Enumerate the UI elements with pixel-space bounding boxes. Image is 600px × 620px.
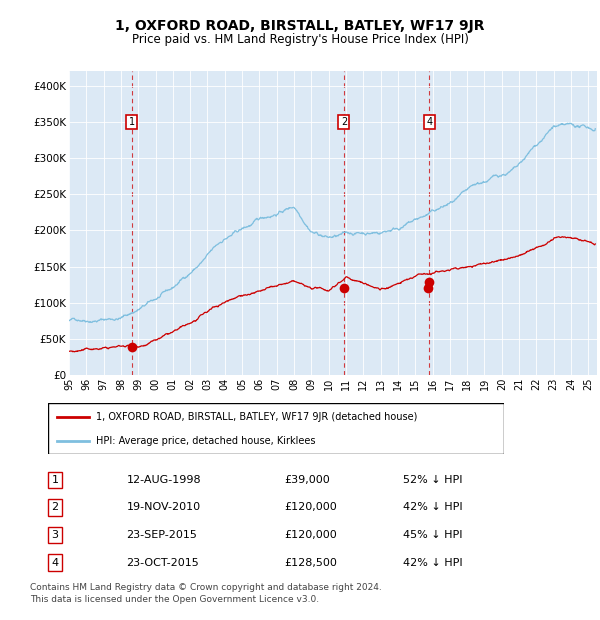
Text: 3: 3 <box>52 530 58 540</box>
Text: £120,000: £120,000 <box>284 502 337 512</box>
Text: 4: 4 <box>51 558 58 568</box>
Text: 1: 1 <box>52 475 58 485</box>
Text: £120,000: £120,000 <box>284 530 337 540</box>
Text: 42% ↓ HPI: 42% ↓ HPI <box>403 502 462 512</box>
Text: 1: 1 <box>128 117 135 127</box>
Text: 45% ↓ HPI: 45% ↓ HPI <box>403 530 462 540</box>
Text: Price paid vs. HM Land Registry's House Price Index (HPI): Price paid vs. HM Land Registry's House … <box>131 33 469 46</box>
Text: 2: 2 <box>51 502 58 512</box>
Text: 1, OXFORD ROAD, BIRSTALL, BATLEY, WF17 9JR (detached house): 1, OXFORD ROAD, BIRSTALL, BATLEY, WF17 9… <box>96 412 417 422</box>
Text: £128,500: £128,500 <box>284 558 337 568</box>
Text: 42% ↓ HPI: 42% ↓ HPI <box>403 558 462 568</box>
Text: 52% ↓ HPI: 52% ↓ HPI <box>403 475 462 485</box>
Text: 23-SEP-2015: 23-SEP-2015 <box>127 530 197 540</box>
Text: 23-OCT-2015: 23-OCT-2015 <box>127 558 199 568</box>
Text: 1, OXFORD ROAD, BIRSTALL, BATLEY, WF17 9JR: 1, OXFORD ROAD, BIRSTALL, BATLEY, WF17 9… <box>115 19 485 33</box>
Text: 4: 4 <box>426 117 433 127</box>
Text: HPI: Average price, detached house, Kirklees: HPI: Average price, detached house, Kirk… <box>96 436 316 446</box>
Text: £39,000: £39,000 <box>284 475 329 485</box>
Text: Contains HM Land Registry data © Crown copyright and database right 2024.
This d: Contains HM Land Registry data © Crown c… <box>30 583 382 604</box>
Text: 12-AUG-1998: 12-AUG-1998 <box>127 475 201 485</box>
Text: 2: 2 <box>341 117 347 127</box>
Text: 19-NOV-2010: 19-NOV-2010 <box>127 502 201 512</box>
